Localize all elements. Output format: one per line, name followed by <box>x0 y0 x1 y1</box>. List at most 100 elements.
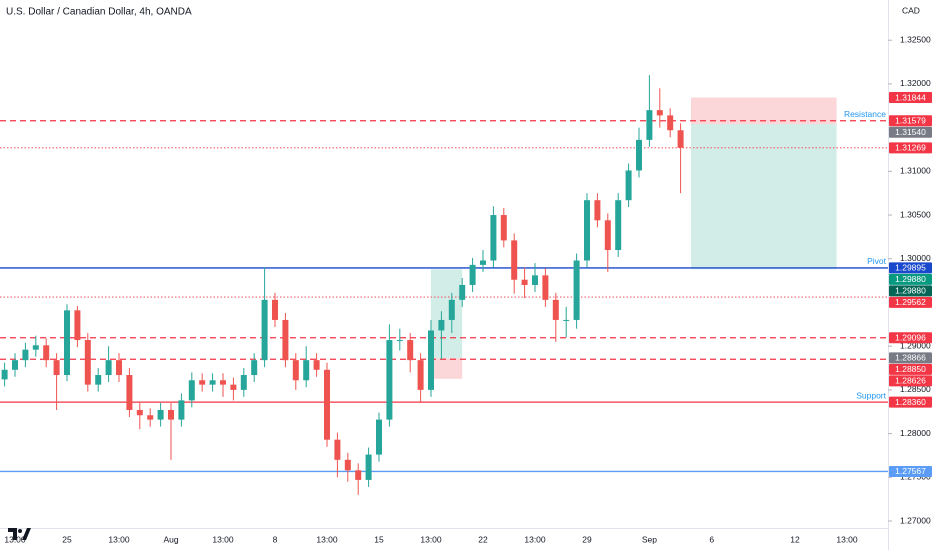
candle-body <box>417 360 424 390</box>
position-stop <box>431 357 463 379</box>
candle-body <box>74 310 81 341</box>
candle-body <box>448 299 455 320</box>
candle-body <box>438 319 445 331</box>
price-label-box <box>889 296 932 308</box>
candle-body <box>292 360 299 381</box>
price-label-box <box>889 352 932 364</box>
candle-body <box>500 215 507 241</box>
candle-body <box>53 360 60 376</box>
candle-body <box>625 170 632 201</box>
candle-body <box>646 110 653 140</box>
price-label-box <box>889 262 932 274</box>
candle-body <box>105 360 112 376</box>
candle-body <box>334 439 341 460</box>
candle-body <box>532 275 538 285</box>
candle-body <box>656 110 663 116</box>
candle-body <box>428 330 434 390</box>
x-tick-label: 12 <box>790 534 800 544</box>
candle-body <box>355 470 362 480</box>
candle-body <box>303 360 310 381</box>
price-label-box <box>889 396 932 408</box>
candle-body <box>365 454 372 480</box>
price-label: 1.31579 <box>895 115 926 125</box>
candle-body <box>573 260 580 320</box>
candle-body <box>188 380 195 401</box>
price-label: 1.31269 <box>895 143 926 153</box>
price-label-box <box>889 126 932 138</box>
candle-body <box>272 299 278 320</box>
candle-body <box>313 360 320 370</box>
y-tick-label: 1.27000 <box>900 515 931 525</box>
candle-body <box>1 369 8 380</box>
price-label-box <box>889 363 932 375</box>
y-tick-label: 1.32500 <box>900 34 931 44</box>
price-label: 1.28850 <box>895 364 926 374</box>
candle-body <box>43 345 50 361</box>
candle-body <box>116 360 122 376</box>
price-label-box <box>889 142 932 154</box>
price-label: 1.29895 <box>895 263 926 273</box>
price-label-box <box>889 92 932 104</box>
candle-body <box>511 240 518 280</box>
candle-body <box>677 130 684 148</box>
plot-area <box>0 75 888 495</box>
candle-body <box>386 340 393 420</box>
candle-body <box>407 340 414 361</box>
candle-body <box>251 360 258 376</box>
candle-body <box>542 275 549 300</box>
candle-body <box>261 299 268 361</box>
x-tick-label: Aug <box>163 534 178 544</box>
currency: CAD <box>902 5 920 15</box>
x-tick-label: 13:00 <box>108 534 130 544</box>
candle-body <box>136 409 143 416</box>
price-label: 1.28360 <box>895 397 926 407</box>
candle-body <box>147 415 154 420</box>
x-tick-label: 29 <box>582 534 592 544</box>
x-tick-label: 25 <box>62 534 72 544</box>
price-label: 1.29562 <box>895 297 926 307</box>
price-label: 1.28866 <box>895 353 926 363</box>
candle-body <box>396 340 403 342</box>
candle-body <box>480 260 486 265</box>
x-tick-label: 15 <box>374 534 384 544</box>
candle-body <box>178 400 185 420</box>
candle-body <box>84 340 91 385</box>
position-target <box>691 124 837 270</box>
position-stop <box>691 97 837 125</box>
price-label-box <box>889 332 932 344</box>
candle-body <box>168 409 174 420</box>
y-tick-label: 1.30000 <box>900 253 931 263</box>
x-tick-label: 22 <box>478 534 488 544</box>
price-label: 1.29880 <box>895 286 926 296</box>
candle-body <box>521 279 528 285</box>
candle-body <box>230 384 237 390</box>
candle-body <box>220 380 226 385</box>
price-label: 1.27567 <box>895 466 926 476</box>
x-tick-label: 13:00 <box>836 534 858 544</box>
candle-body <box>22 349 29 361</box>
price-label-box <box>889 285 932 297</box>
y-tick-label: 1.30500 <box>900 209 931 219</box>
candle-body <box>636 139 642 171</box>
level-label: Pivot <box>867 256 887 266</box>
x-tick-label: 13:00 <box>4 534 26 544</box>
x-tick-label: 13:00 <box>212 534 234 544</box>
candle-body <box>594 200 601 221</box>
y-tick-label: 1.29000 <box>900 340 931 350</box>
price-label-box <box>889 115 932 127</box>
candle-body <box>667 115 674 131</box>
price-label-box <box>889 273 932 285</box>
candle-body <box>344 459 351 471</box>
candle-body <box>32 345 39 350</box>
candle-body <box>240 375 247 390</box>
y-tick-label: 1.31000 <box>900 166 931 176</box>
price-label: 1.28626 <box>895 376 926 386</box>
candle-body <box>324 369 330 440</box>
candle-body <box>64 310 70 376</box>
price-label: 1.31540 <box>895 127 926 137</box>
candle-body <box>209 380 216 385</box>
candle-body <box>552 299 559 320</box>
x-tick-label: 13:00 <box>316 534 338 544</box>
candle-body <box>157 409 164 420</box>
